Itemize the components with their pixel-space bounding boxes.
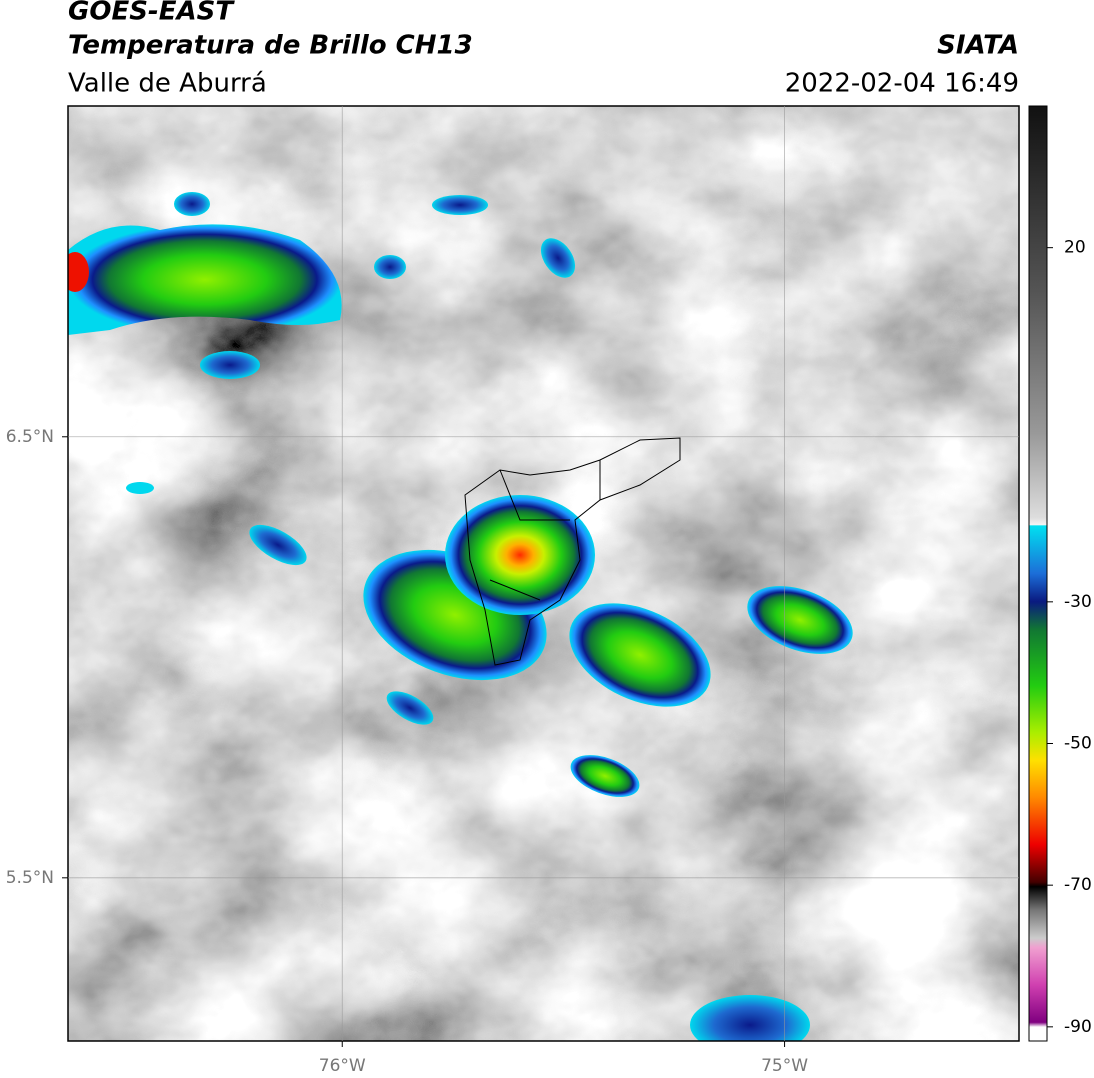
imagery	[68, 106, 1019, 1041]
storm-cell	[432, 195, 488, 215]
storm-cell	[445, 495, 595, 615]
storm-core	[68, 252, 89, 292]
storm-cell	[540, 238, 576, 278]
storm-cell	[570, 755, 640, 797]
x-tick-label: 76°W	[319, 1056, 366, 1076]
storm-cell	[249, 524, 307, 566]
colorbar	[1028, 105, 1048, 1042]
title: GOES-EAST	[68, 0, 235, 27]
storm-cell	[68, 224, 342, 335]
colorbar-tick-label: 20	[1064, 238, 1086, 258]
storm-cell	[569, 603, 711, 707]
colorbar-tick-label: -30	[1064, 592, 1092, 612]
municipal-boundaries	[464, 437, 681, 666]
y-tick-label: 6.5°N	[6, 427, 54, 447]
map-frame	[67, 105, 1020, 1042]
storm-cell	[690, 995, 810, 1041]
storm-cell	[374, 255, 406, 279]
storm-cell	[747, 586, 853, 654]
colorbar-tick-label: -70	[1064, 875, 1092, 895]
storm-cell	[200, 351, 260, 379]
region: Valle de Aburrá	[68, 69, 267, 99]
colorbar-tick-label: -90	[1064, 1017, 1092, 1037]
x-tick-label: 75°W	[761, 1056, 808, 1076]
subtitle: Temperatura de Brillo CH13	[68, 31, 473, 61]
storm-cell	[126, 482, 154, 494]
source: SIATA	[937, 31, 1019, 61]
y-tick-label: 5.5°N	[6, 868, 54, 888]
storm-cell	[174, 192, 210, 216]
datetime: 2022-02-04 16:49	[785, 69, 1019, 99]
storm-cell	[386, 691, 434, 725]
colorbar-tick-label: -50	[1064, 734, 1092, 754]
